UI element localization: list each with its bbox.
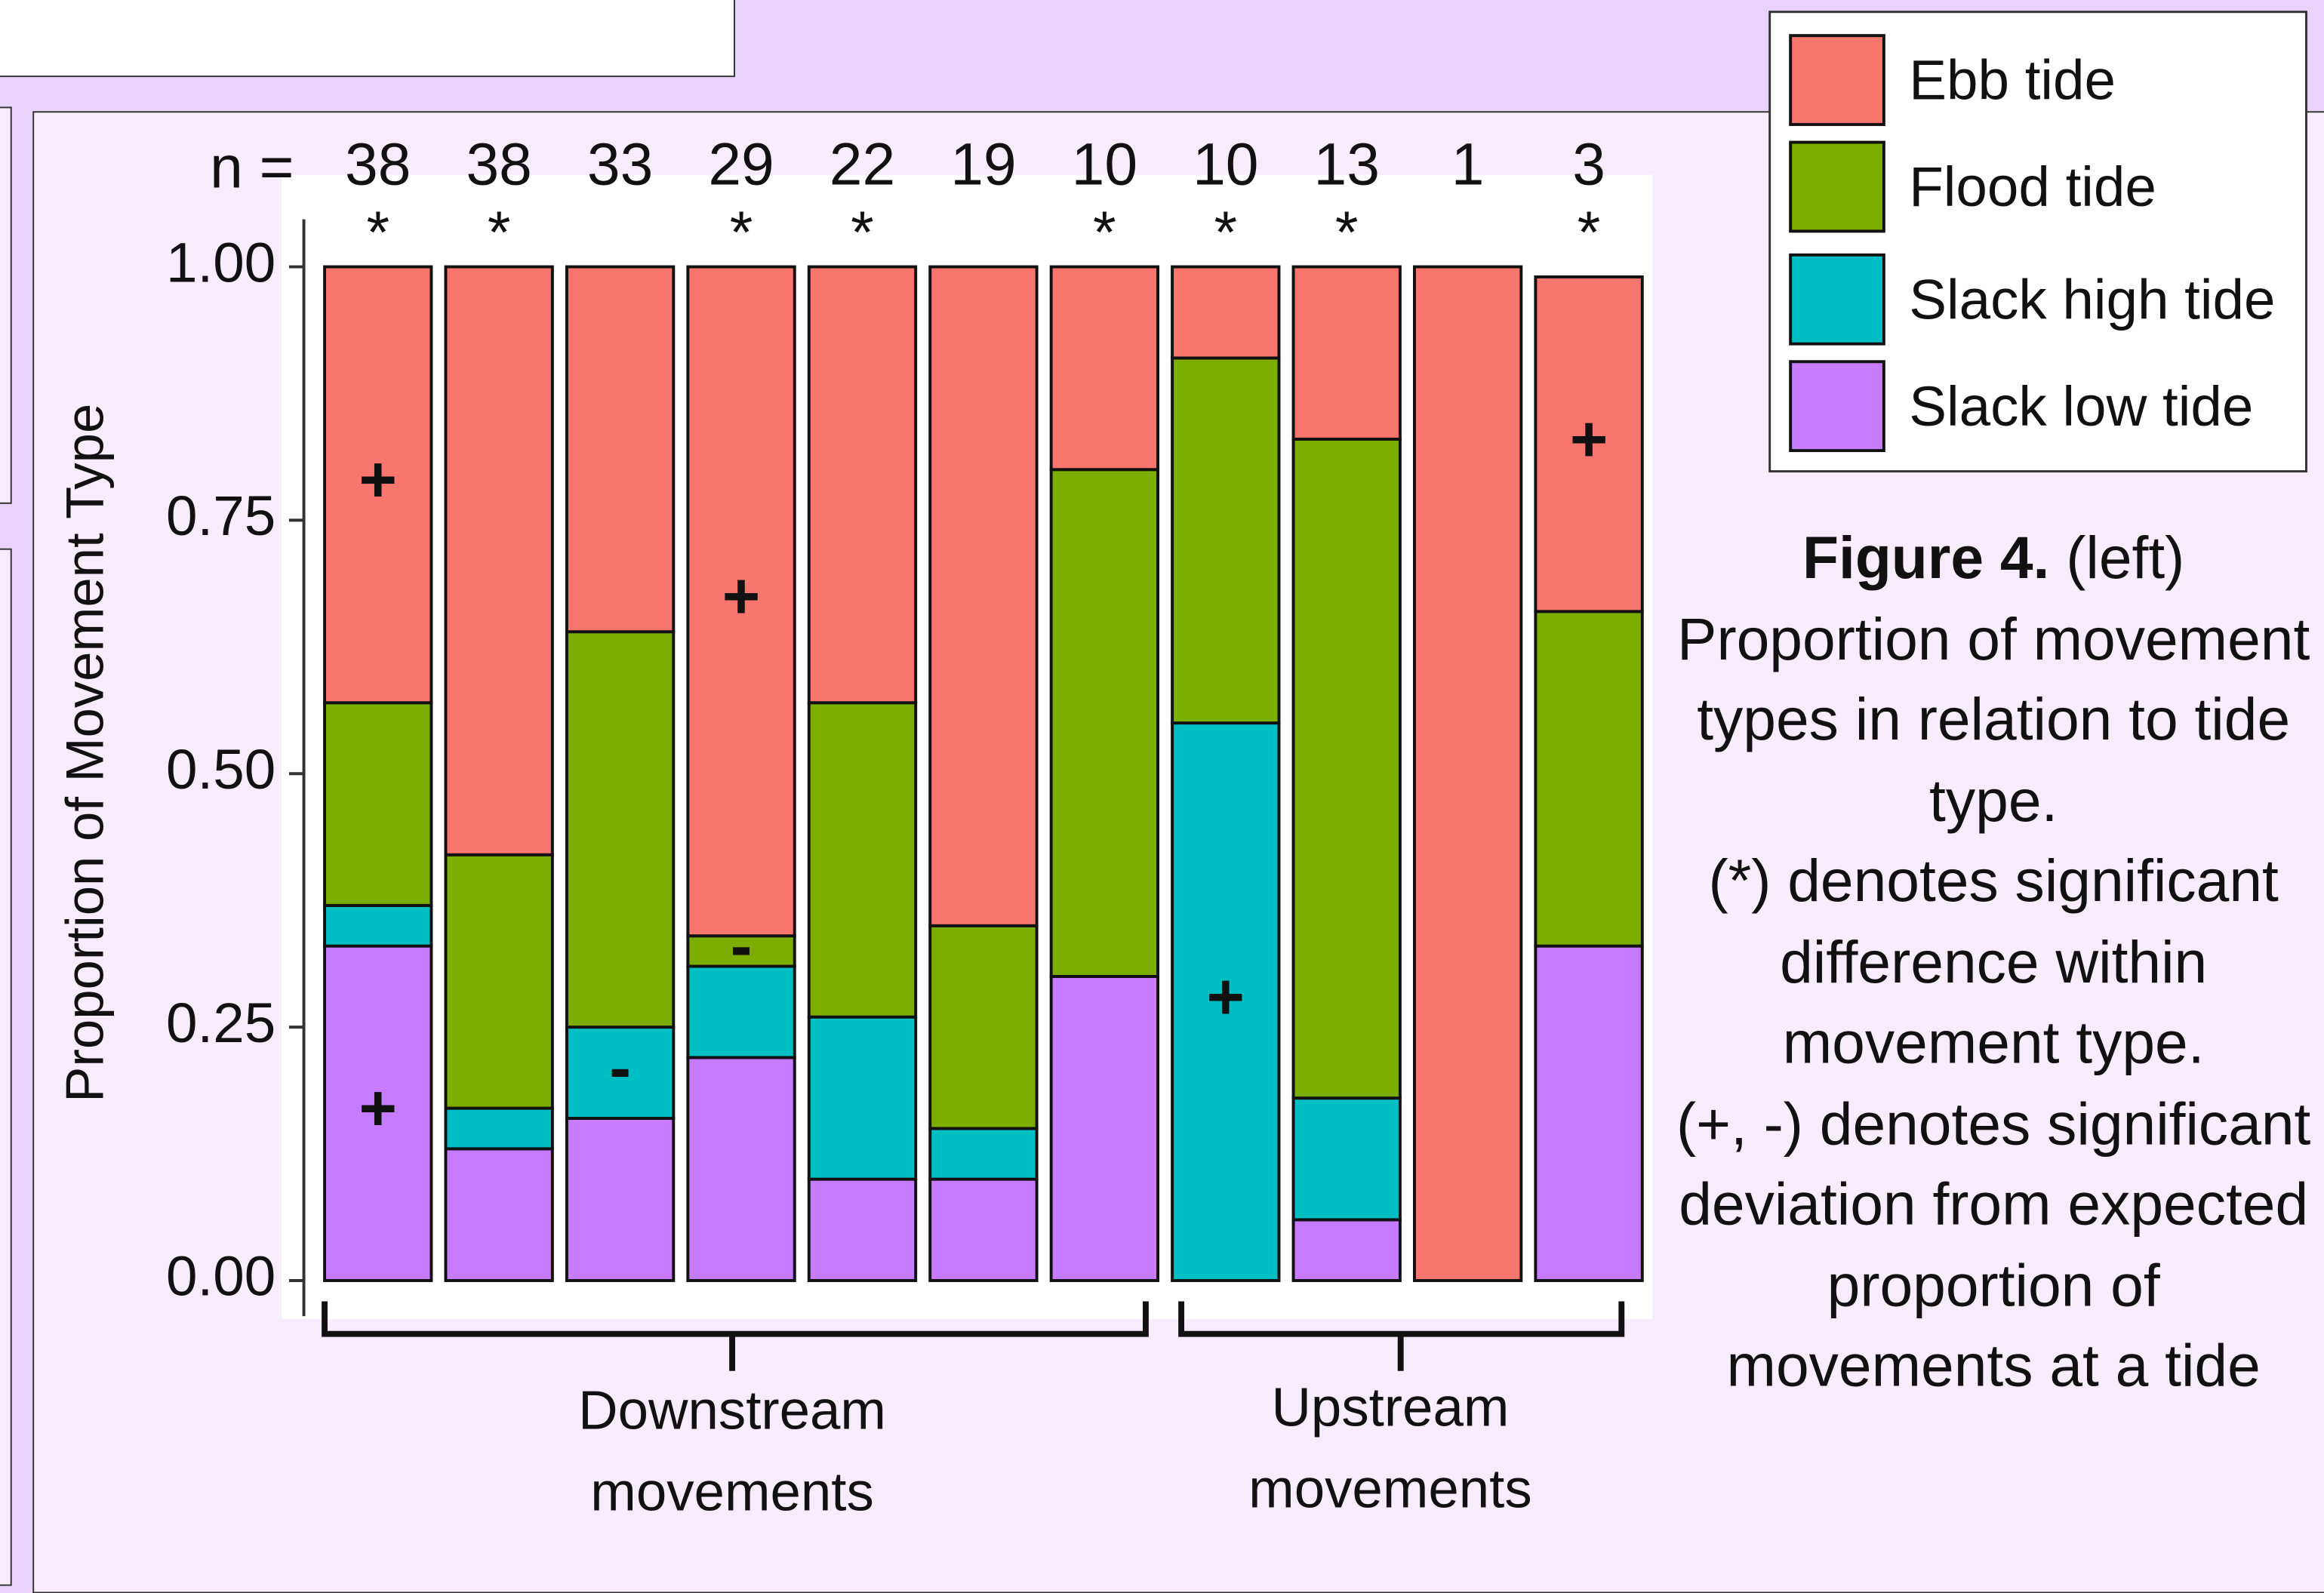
caption-title: Figure 4.: [1802, 526, 2049, 591]
bar-segment: [809, 1179, 916, 1281]
legend-swatch: [1790, 255, 1884, 344]
legend-swatch: [1790, 143, 1884, 232]
y-tick-label: 0.50: [166, 737, 275, 801]
bar-segment: [1051, 976, 1158, 1281]
bar-segment: [1294, 1219, 1400, 1281]
count-label: 3: [1572, 131, 1605, 198]
bar-segment: [445, 1109, 552, 1149]
legend-swatch: [1790, 361, 1884, 451]
group-label: Upstream movements: [1198, 1367, 1584, 1530]
count-label: 1: [1451, 131, 1485, 198]
y-axis-label: Proportion of Movement Type: [54, 404, 114, 1102]
y-tick-label: 0.75: [166, 484, 275, 547]
caption-first: Figure 4. (left) Proportion of movement …: [1675, 518, 2312, 841]
y-tick-label: 0.00: [166, 1244, 275, 1308]
bar-segment: [809, 1017, 916, 1179]
bar-segment: [930, 926, 1036, 1129]
deviation-marker: +: [1207, 961, 1245, 1033]
bar-segment: [1294, 1098, 1400, 1219]
bar-segment: [1294, 439, 1400, 1098]
n-label: n =: [210, 134, 294, 201]
count-label: 13: [1314, 131, 1380, 198]
significance-label: *: [1093, 199, 1116, 266]
bar-segment: [1051, 469, 1158, 976]
bar-segment: [1294, 267, 1400, 439]
bar-segment: [445, 267, 552, 855]
deviation-marker: +: [1570, 403, 1608, 475]
significance-label: *: [1578, 199, 1601, 266]
bar-segment: [325, 906, 431, 946]
deviation-marker: -: [609, 1032, 631, 1104]
count-label: 10: [1193, 131, 1258, 198]
bar-segment: [567, 267, 673, 632]
y-tick-label: 0.25: [166, 991, 275, 1054]
bar-segment: [809, 267, 916, 703]
bar-segment: [1172, 267, 1279, 358]
count-label: 38: [345, 131, 411, 198]
figure-caption: Figure 4. (left) Proportion of movement …: [1675, 518, 2312, 1407]
significance-label: *: [488, 199, 511, 266]
legend-label: Flood tide: [1909, 155, 2156, 218]
bar-segment: [567, 632, 673, 1027]
significance-label: *: [1335, 199, 1359, 266]
significance-label: *: [851, 199, 874, 266]
bar-segment: [1414, 267, 1521, 1281]
bar-segment: [930, 1179, 1036, 1281]
y-tick-label: 1.00: [166, 230, 275, 294]
bar-segment: [930, 267, 1036, 926]
count-label: 29: [708, 131, 774, 198]
poster: Proportion of Movement Type n = 0.00 0.25…: [0, 0, 2324, 1567]
bar-segment: [688, 1057, 794, 1281]
bar-segment: [325, 703, 431, 906]
legend-label: Ebb tide: [1909, 48, 2116, 112]
bar-segment: [809, 703, 916, 1016]
caption-text: (+, -) denotes significant deviation fro…: [1675, 1084, 2312, 1407]
count-label: 19: [950, 131, 1016, 198]
bar-segment: [567, 1118, 673, 1281]
significance-label: *: [1214, 199, 1237, 266]
legend-swatch: [1790, 35, 1884, 125]
count-label: 38: [466, 131, 531, 198]
deviation-marker: +: [359, 444, 397, 516]
caption-text: (*) denotes significant difference withi…: [1675, 842, 2312, 1084]
bar-segment: [930, 1128, 1036, 1179]
count-label: 22: [830, 131, 895, 198]
legend-label: Slack high tide: [1909, 267, 2275, 331]
count-label: 33: [587, 131, 653, 198]
count-label: 10: [1072, 131, 1137, 198]
bar-segment: [1051, 267, 1158, 470]
bar-segment: [1535, 611, 1642, 946]
significance-label: *: [366, 199, 389, 266]
group-label: Downstream movements: [540, 1370, 925, 1533]
bar-segment: [445, 855, 552, 1109]
legend-label: Slack low tide: [1909, 374, 2253, 438]
significance-label: *: [730, 199, 753, 266]
deviation-marker: +: [359, 1072, 397, 1145]
deviation-marker: +: [722, 561, 760, 633]
page: {"chart_data": { "type": "stacked-bar", …: [0, 0, 2324, 1567]
bar-segment: [445, 1149, 552, 1281]
bar-segment: [1172, 358, 1279, 723]
bar-segment: [1535, 946, 1642, 1281]
